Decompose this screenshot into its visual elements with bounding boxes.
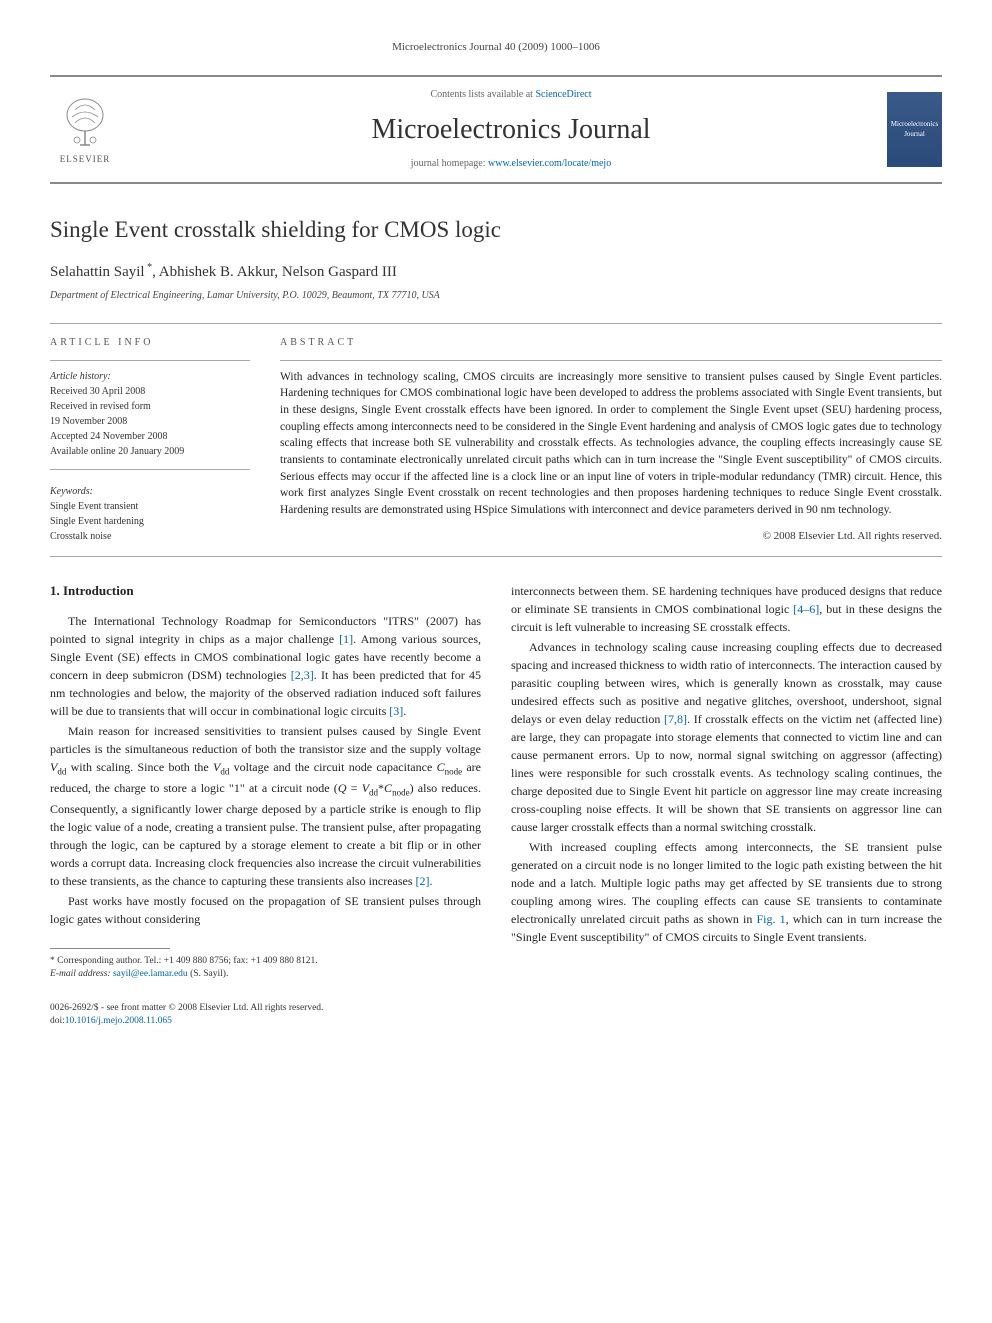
author-list: Selahattin Sayil *, Abhishek B. Akkur, N… xyxy=(50,261,942,283)
keyword: Single Event hardening xyxy=(50,514,250,529)
author-2: Abhishek B. Akkur xyxy=(159,264,275,280)
ref-link[interactable]: [1] xyxy=(339,632,353,646)
homepage-line: journal homepage: www.elsevier.com/locat… xyxy=(135,157,887,171)
intro-para-2: Main reason for increased sensitivities … xyxy=(50,722,481,890)
abstract-text: With advances in technology scaling, CMO… xyxy=(280,369,942,519)
corresponding-marker: * xyxy=(145,262,153,273)
intro-para-4: interconnects between them. SE hardening… xyxy=(511,582,942,636)
keywords-divider xyxy=(50,469,250,470)
journal-name: Microelectronics Journal xyxy=(135,110,887,149)
ref-link[interactable]: [4–6] xyxy=(793,602,819,616)
history-line: Received in revised form xyxy=(50,399,250,414)
keywords-block: Keywords: Single Event transient Single … xyxy=(50,484,250,544)
figure-link[interactable]: Fig. 1 xyxy=(756,912,785,926)
ref-link[interactable]: [2,3] xyxy=(291,668,314,682)
body-column-right: interconnects between them. SE hardening… xyxy=(511,582,942,982)
elsevier-tree-icon xyxy=(60,95,110,150)
info-abstract-row: ARTICLE INFO Article history: Received 3… xyxy=(50,336,942,544)
history-line: Received 30 April 2008 xyxy=(50,384,250,399)
article-info-heading: ARTICLE INFO xyxy=(50,336,250,350)
running-header: Microelectronics Journal 40 (2009) 1000–… xyxy=(50,40,942,55)
email-link[interactable]: sayil@ee.lamar.edu xyxy=(113,969,188,979)
article-info-column: ARTICLE INFO Article history: Received 3… xyxy=(50,336,250,544)
footnote-divider xyxy=(50,948,170,949)
intro-para-1: The International Technology Roadmap for… xyxy=(50,612,481,720)
issn-line: 0026-2692/$ - see front matter © 2008 El… xyxy=(50,1002,942,1015)
intro-para-3: Past works have mostly focused on the pr… xyxy=(50,892,481,928)
footer-meta: 0026-2692/$ - see front matter © 2008 El… xyxy=(50,1002,942,1029)
history-line: 19 November 2008 xyxy=(50,414,250,429)
info-divider xyxy=(50,360,250,361)
doi-prefix: doi: xyxy=(50,1016,65,1026)
abstract-heading: ABSTRACT xyxy=(280,336,942,350)
intro-para-6: With increased coupling effects among in… xyxy=(511,838,942,946)
author-1: Selahattin Sayil xyxy=(50,264,145,280)
elsevier-label: ELSEVIER xyxy=(60,153,111,166)
homepage-prefix: journal homepage: xyxy=(411,158,488,169)
divider-top xyxy=(50,323,942,324)
history-line: Available online 20 January 2009 xyxy=(50,444,250,459)
journal-cover-thumbnail: Microelectronics Journal xyxy=(887,92,942,167)
sciencedirect-link[interactable]: ScienceDirect xyxy=(535,89,591,100)
doi-link[interactable]: 10.1016/j.mejo.2008.11.065 xyxy=(65,1016,172,1026)
history-line: Accepted 24 November 2008 xyxy=(50,429,250,444)
body-column-left: 1. Introduction The International Techno… xyxy=(50,582,481,982)
doi-line: doi:10.1016/j.mejo.2008.11.065 xyxy=(50,1015,942,1028)
affiliation: Department of Electrical Engineering, La… xyxy=(50,289,942,303)
article-history: Article history: Received 30 April 2008 … xyxy=(50,369,250,459)
elsevier-logo: ELSEVIER xyxy=(50,87,120,172)
keyword: Crosstalk noise xyxy=(50,529,250,544)
journal-banner: ELSEVIER Contents lists available at Sci… xyxy=(50,75,942,184)
divider-bottom xyxy=(50,556,942,557)
contents-prefix: Contents lists available at xyxy=(430,89,535,100)
body-columns: 1. Introduction The International Techno… xyxy=(50,582,942,982)
email-line: E-mail address: sayil@ee.lamar.edu (S. S… xyxy=(50,968,481,981)
corresponding-line: * Corresponding author. Tel.: +1 409 880… xyxy=(50,955,481,968)
abstract-divider xyxy=(280,360,942,361)
corresponding-footnote: * Corresponding author. Tel.: +1 409 880… xyxy=(50,955,481,982)
section-heading-intro: 1. Introduction xyxy=(50,582,481,600)
ref-link[interactable]: [2] xyxy=(416,874,430,888)
abstract-copyright: © 2008 Elsevier Ltd. All rights reserved… xyxy=(280,529,942,544)
keyword: Single Event transient xyxy=(50,499,250,514)
keywords-label: Keywords: xyxy=(50,484,250,499)
email-label: E-mail address: xyxy=(50,969,113,979)
history-label: Article history: xyxy=(50,369,250,384)
contents-available-line: Contents lists available at ScienceDirec… xyxy=(135,88,887,102)
intro-para-5: Advances in technology scaling cause inc… xyxy=(511,638,942,836)
author-3: Nelson Gaspard III xyxy=(282,264,397,280)
article-title: Single Event crosstalk shielding for CMO… xyxy=(50,214,942,246)
abstract-column: ABSTRACT With advances in technology sca… xyxy=(280,336,942,544)
ref-link[interactable]: [7,8] xyxy=(664,712,687,726)
email-suffix: (S. Sayil). xyxy=(188,969,229,979)
banner-center: Contents lists available at ScienceDirec… xyxy=(135,88,887,171)
ref-link[interactable]: [3] xyxy=(389,704,403,718)
homepage-link[interactable]: www.elsevier.com/locate/mejo xyxy=(488,158,611,169)
